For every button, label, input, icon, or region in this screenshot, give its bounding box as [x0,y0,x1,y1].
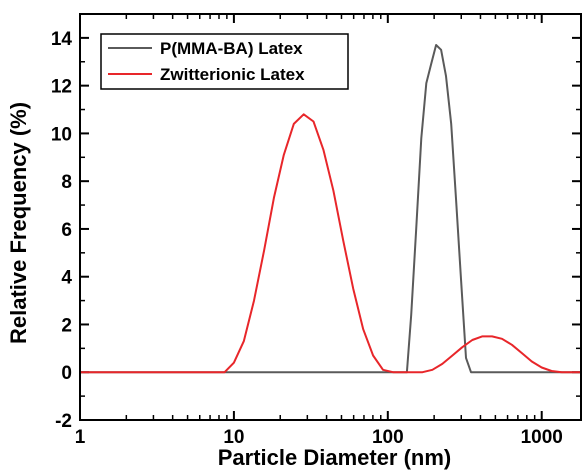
y-tick-label: 6 [61,220,72,241]
y-tick-label: 0 [61,363,72,384]
legend-label: P(MMA-BA) Latex [160,39,303,58]
y-tick-label: 10 [51,124,72,145]
x-tick-label: 10 [223,427,244,448]
x-axis-label: Particle Diameter (nm) [218,445,452,470]
legend-box [100,33,349,90]
x-tick-label: 1 [75,427,86,448]
y-tick-label: 4 [61,268,72,289]
legend-label: Zwitterionic Latex [160,65,305,84]
series-line-1 [80,113,581,374]
plot-frame [79,13,582,421]
y-tick-label: 8 [61,172,72,193]
y-tick-label: 14 [51,29,73,50]
series-line-0 [80,44,581,374]
legend: P(MMA-BA) Latex Zwitterionic Latex [100,33,349,90]
y-tick-label: -2 [55,411,72,432]
y-tick-label: 2 [61,315,72,336]
series-lines [80,44,581,374]
y-axis-label: Relative Frequency (%) [6,102,31,344]
x-tick-label: 100 [372,427,404,448]
tick-labels: 1 10 100 1000 -2 0 2 4 6 8 10 12 14 [51,29,563,448]
y-tick-label: 12 [51,77,72,98]
x-tick-label: 1000 [521,427,563,448]
